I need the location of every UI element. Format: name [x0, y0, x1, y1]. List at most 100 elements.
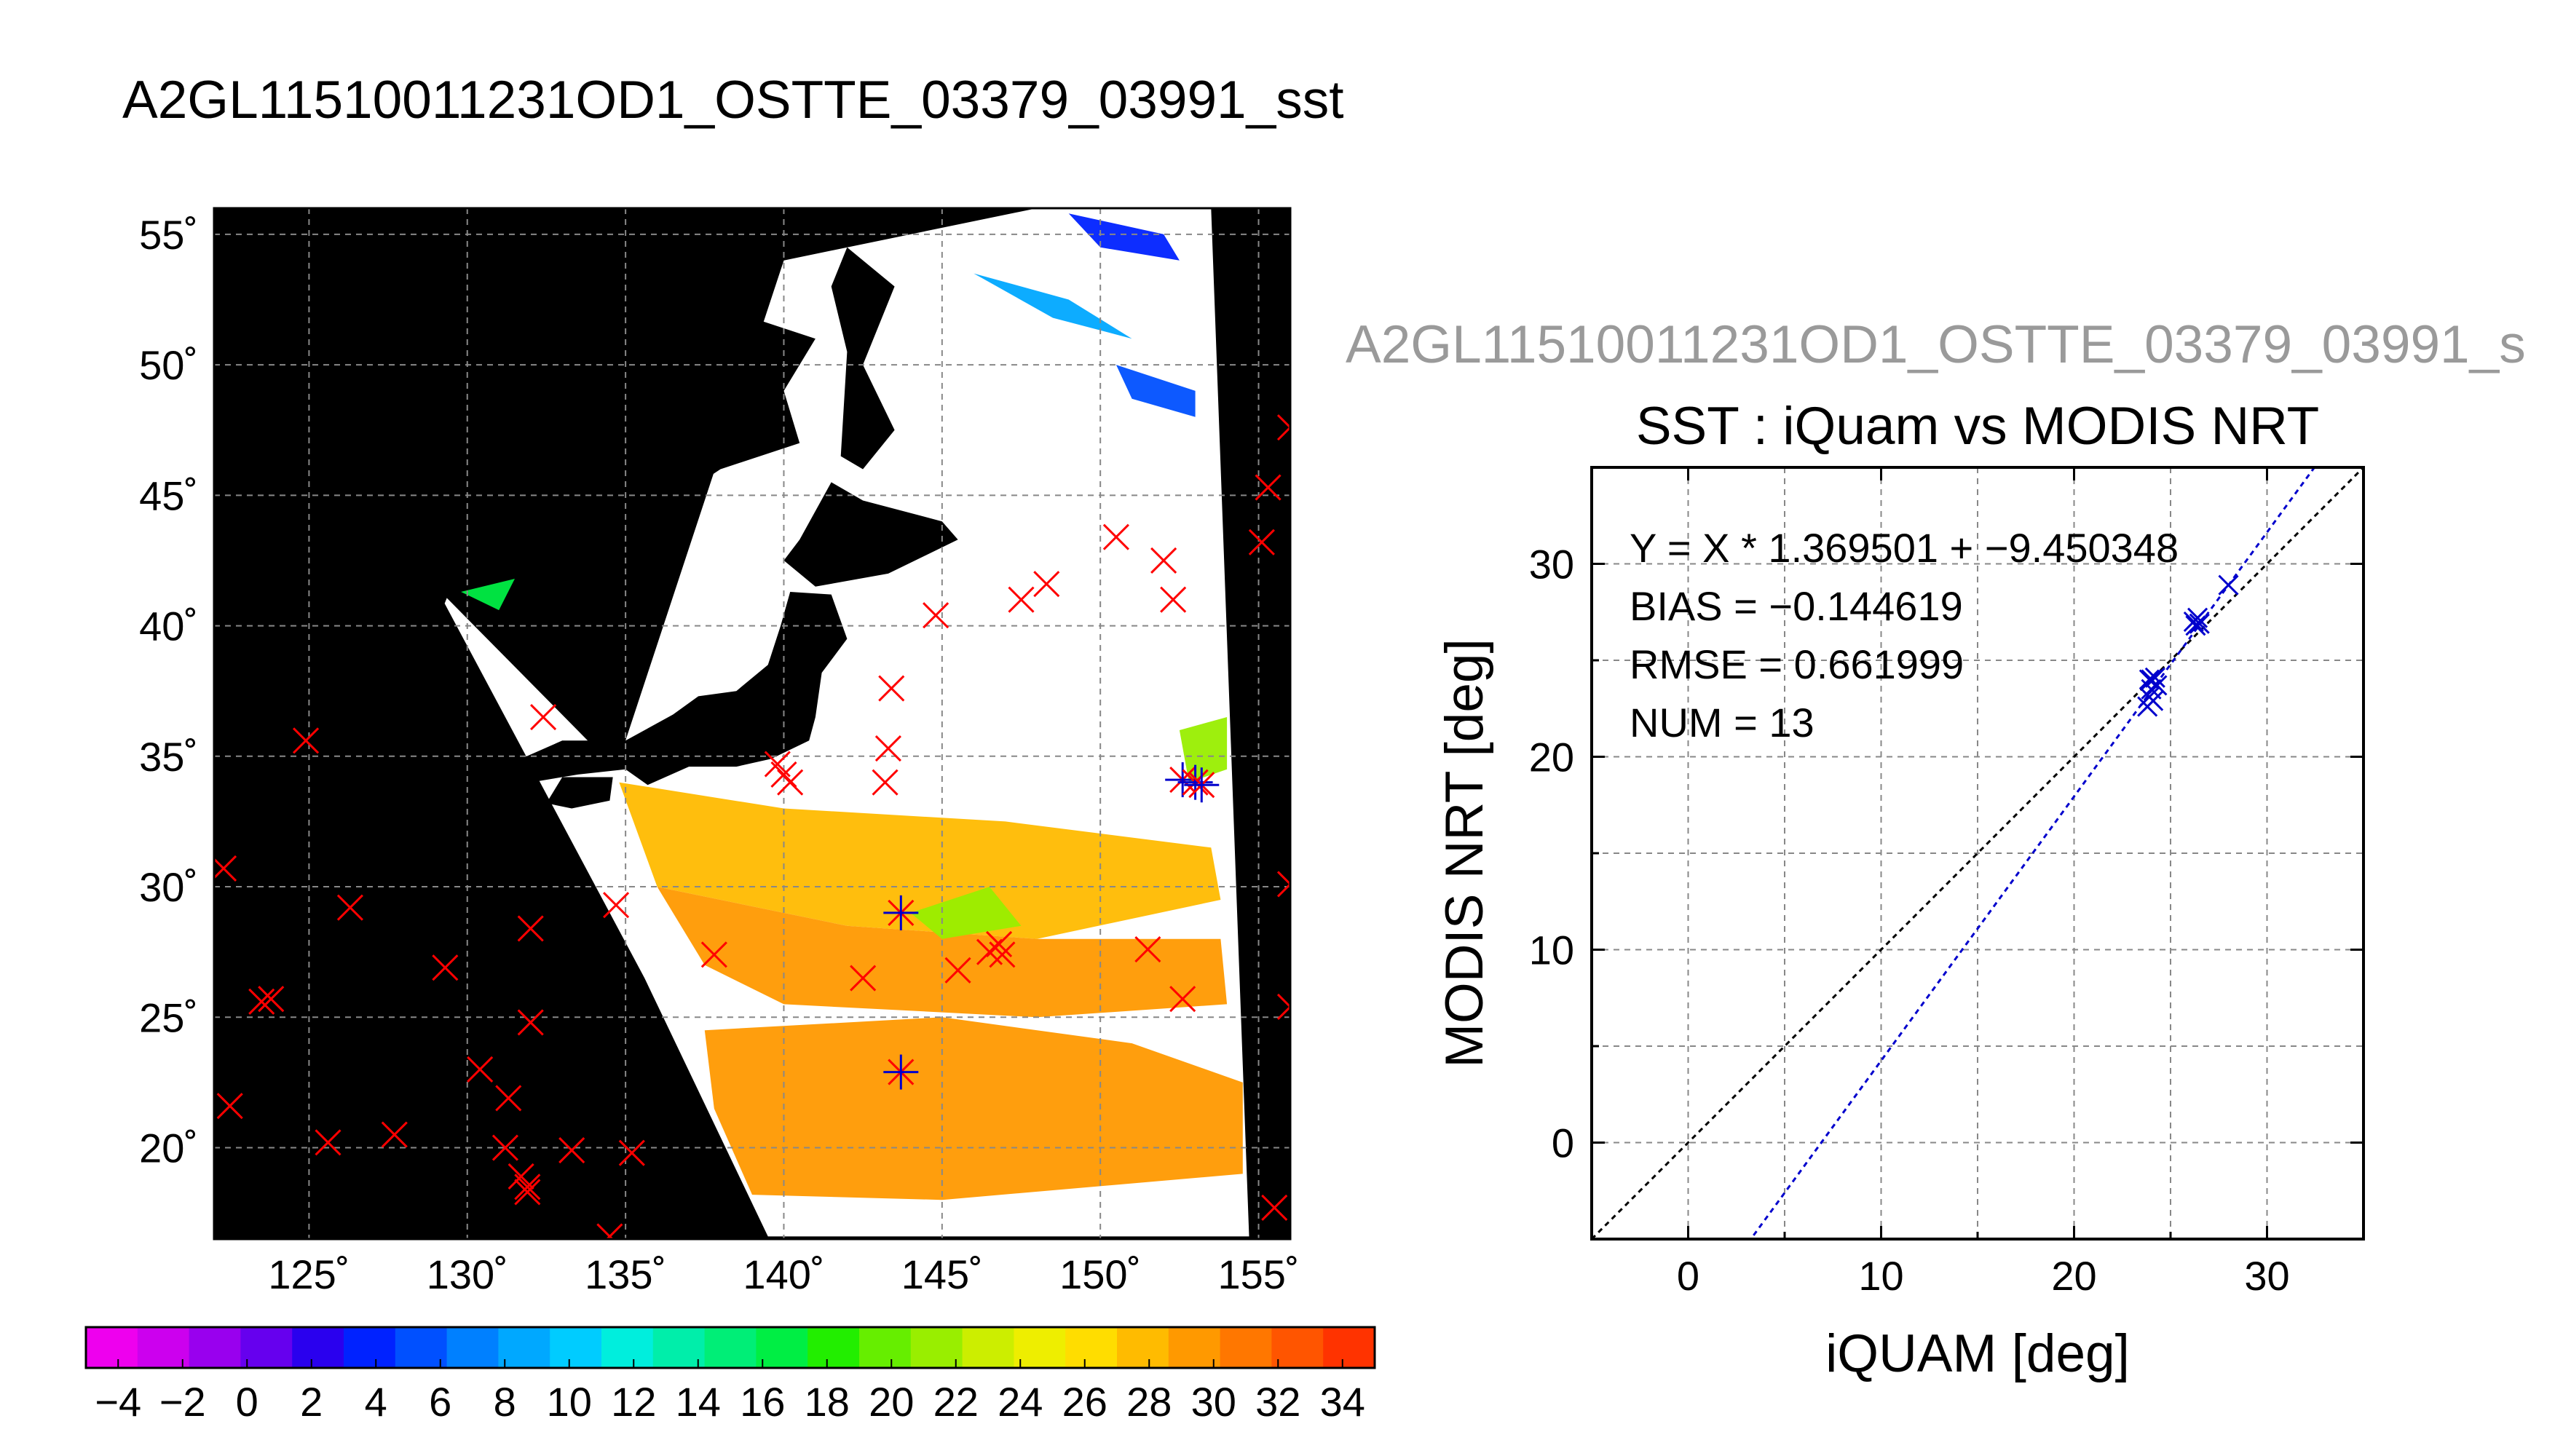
scatter-title: SST : iQuam vs MODIS NRT [1636, 397, 2319, 456]
insitu-marker [850, 965, 877, 992]
matchup-marker [1177, 764, 1213, 800]
insitu-marker [923, 602, 949, 629]
insitu-marker [315, 1129, 341, 1156]
colorbar-step [137, 1327, 190, 1368]
insitu-marker [530, 703, 557, 731]
scatter-y-tick-label: 0 [1552, 1120, 1574, 1166]
scatter-plot: SST : iQuam vs MODIS NRT 00101020203030 … [1435, 397, 2365, 1383]
insitu-marker [878, 675, 905, 702]
colorbar-tick-label: 2 [300, 1379, 323, 1425]
colorbar-tick-label: 34 [1320, 1379, 1365, 1425]
insitu-marker [1255, 474, 1282, 501]
insitu-marker [1169, 986, 1196, 1013]
insitu-marker [618, 1139, 645, 1166]
insitu-marker [1261, 1194, 1288, 1222]
scatter-stat-line: NUM = 13 [1630, 700, 1814, 745]
scatter-point [2144, 667, 2165, 688]
colorbar-step [240, 1327, 293, 1368]
scatter-point [2218, 574, 2239, 596]
latitude-tick-label: 35˚ [139, 734, 198, 780]
colorbar-step [1014, 1327, 1066, 1368]
longitude-tick-label: 130˚ [427, 1251, 508, 1297]
longitude-tick-label: 155˚ [1217, 1251, 1299, 1297]
land-asia [214, 208, 816, 769]
longitude-tick-label: 145˚ [901, 1251, 983, 1297]
insitu-marker [432, 954, 459, 981]
scatter-stat-line: BIAS = −0.144619 [1630, 583, 1963, 629]
colorbar-tick-label: 30 [1191, 1379, 1236, 1425]
scatter-point [2185, 615, 2206, 636]
sst-region [704, 1017, 1243, 1200]
insitu-marker [874, 735, 901, 762]
insitu-marker [1248, 529, 1275, 555]
land-honshu [499, 592, 848, 786]
colorbar-tick-label: 22 [933, 1379, 979, 1425]
longitude-tick-label: 125˚ [268, 1251, 350, 1297]
colorbar-step [189, 1327, 241, 1368]
sst-map: 20˚ 25˚ 30˚ 35˚ 40˚ 45˚ 50˚ 55˚ 125˚ 130˚ 135˚ 140… [139, 207, 1300, 1297]
insitu-marker [1150, 547, 1177, 574]
colorbar-step [1117, 1327, 1169, 1368]
colorbar-tick-label: 32 [1255, 1379, 1300, 1425]
scatter-stat-line: RMSE = 0.661999 [1630, 641, 1964, 687]
map-frame [213, 207, 1292, 1241]
land-hokkaido [783, 482, 958, 587]
colorbar-tick-label: 18 [805, 1379, 850, 1425]
latitude-tick-label: 25˚ [139, 994, 198, 1040]
scatter-stats: Y = X * 1.369501 + −9.450348 BIAS = −0.14… [1630, 525, 2179, 745]
colorbar-tick-label: 8 [494, 1379, 516, 1425]
colorbar-step [704, 1327, 757, 1368]
colorbar-tick-labels: −4 −2 0 2 4 6 8 10 12 14 16 18 20 22 24 26 28 30 32 34 [95, 1359, 1365, 1425]
latitude-tick-label: 50˚ [139, 342, 198, 388]
longitude-tick-label: 150˚ [1059, 1251, 1141, 1297]
insitu-marker [517, 1009, 544, 1036]
colorbar-tick-label: −2 [159, 1379, 206, 1425]
insitu-marker [517, 915, 544, 942]
colorbar-frame [84, 1326, 1376, 1369]
sst-region [619, 782, 1221, 939]
sst-region [1115, 365, 1196, 417]
latitude-tick-label: 55˚ [139, 212, 198, 258]
longitude-tick-label: 140˚ [743, 1251, 824, 1297]
scatter-point [2189, 613, 2210, 634]
colorbar-step [1323, 1327, 1375, 1368]
latitude-tick-label: 45˚ [139, 472, 198, 518]
insitu-marker [872, 769, 899, 796]
insitu-marker [514, 1174, 541, 1200]
insitu-markers [214, 414, 1290, 1239]
colorbar-tick-label: 0 [236, 1379, 258, 1425]
colorbar-tick-label: −4 [95, 1379, 141, 1425]
sst-region [974, 273, 1132, 339]
longitude-tick-label: 135˚ [585, 1251, 666, 1297]
colorbar-step [344, 1327, 396, 1368]
land-shikoku [546, 777, 613, 809]
colorbar-step [498, 1327, 550, 1368]
matchup-marker [883, 1054, 919, 1090]
colorbar-step [910, 1327, 963, 1368]
insitu-marker [944, 957, 971, 984]
insitu-marker [1276, 993, 1290, 1021]
colorbar-step [807, 1327, 860, 1368]
insitu-marker [381, 1121, 408, 1148]
scatter-x-tick-label: 30 [2244, 1253, 2289, 1299]
colorbar-step [1271, 1327, 1324, 1368]
insitu-marker [248, 988, 275, 1015]
colorbar-tick-label: 26 [1062, 1379, 1107, 1425]
colorbar-steps [86, 1327, 1375, 1368]
scatter-y-label: MODIS NRT [deg] [1435, 638, 1494, 1068]
sst-region [1179, 717, 1228, 783]
colorbar-step [962, 1327, 1014, 1368]
regression-line [1749, 467, 2316, 1239]
colorbar-tick-label: 16 [740, 1379, 785, 1425]
land-kyushu [457, 782, 531, 855]
sst-region [910, 887, 1022, 939]
insitu-marker [1134, 936, 1161, 963]
land-mask [214, 208, 958, 855]
insitu-marker [700, 941, 727, 968]
insitu-marker [1276, 871, 1290, 898]
insitu-marker [216, 1093, 243, 1120]
colorbar: −4 −2 0 2 4 6 8 10 12 14 16 18 20 22 24 26 28 30 32 34 [84, 1326, 1376, 1425]
colorbar-step [1168, 1327, 1221, 1368]
colorbar-step [86, 1327, 138, 1368]
colorbar-step [550, 1327, 602, 1368]
